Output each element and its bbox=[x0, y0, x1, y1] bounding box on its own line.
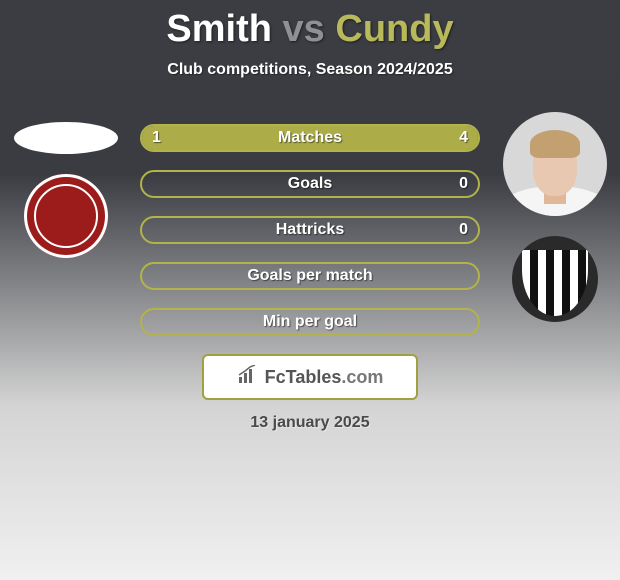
branding-box: FcTables.com bbox=[202, 354, 418, 400]
bar-row-goals-per-match: Goals per match bbox=[140, 262, 480, 290]
date-line: 13 january 2025 bbox=[0, 414, 620, 432]
bar-value-right: 4 bbox=[459, 126, 468, 150]
bar-row-min-per-goal: Min per goal bbox=[140, 308, 480, 336]
bar-row-matches: 1 Matches 4 bbox=[140, 124, 480, 152]
player2-club-crest bbox=[512, 236, 598, 322]
bar-label: Hattricks bbox=[142, 218, 478, 242]
subtitle: Club competitions, Season 2024/2025 bbox=[0, 61, 620, 79]
brand-prefix: Fc bbox=[265, 367, 286, 387]
bar-label: Goals bbox=[142, 172, 478, 196]
player2-avatar bbox=[503, 112, 607, 216]
bar-label: Min per goal bbox=[142, 310, 478, 334]
player1-avatar bbox=[14, 122, 118, 154]
bar-label: Goals per match bbox=[142, 264, 478, 288]
player1-name: Smith bbox=[166, 8, 272, 50]
player2-column bbox=[497, 112, 612, 322]
player1-club-crest bbox=[24, 174, 108, 258]
brand-main: Tables bbox=[286, 367, 342, 387]
bar-chart-icon bbox=[237, 365, 259, 390]
bar-row-hattricks: Hattricks 0 bbox=[140, 216, 480, 244]
player1-column bbox=[8, 112, 123, 258]
branding-text: FcTables.com bbox=[265, 367, 384, 388]
bar-value-right: 0 bbox=[459, 172, 468, 196]
bar-value-right: 0 bbox=[459, 218, 468, 242]
brand-suffix: .com bbox=[341, 367, 383, 387]
comparison-title: Smith vs Cundy bbox=[0, 0, 620, 51]
bar-row-goals: Goals 0 bbox=[140, 170, 480, 198]
comparison-bars: 1 Matches 4 Goals 0 Hattricks 0 Goals pe… bbox=[140, 124, 480, 354]
bar-label: Matches bbox=[142, 126, 478, 150]
player2-name: Cundy bbox=[335, 8, 453, 50]
title-vs: vs bbox=[283, 8, 325, 50]
